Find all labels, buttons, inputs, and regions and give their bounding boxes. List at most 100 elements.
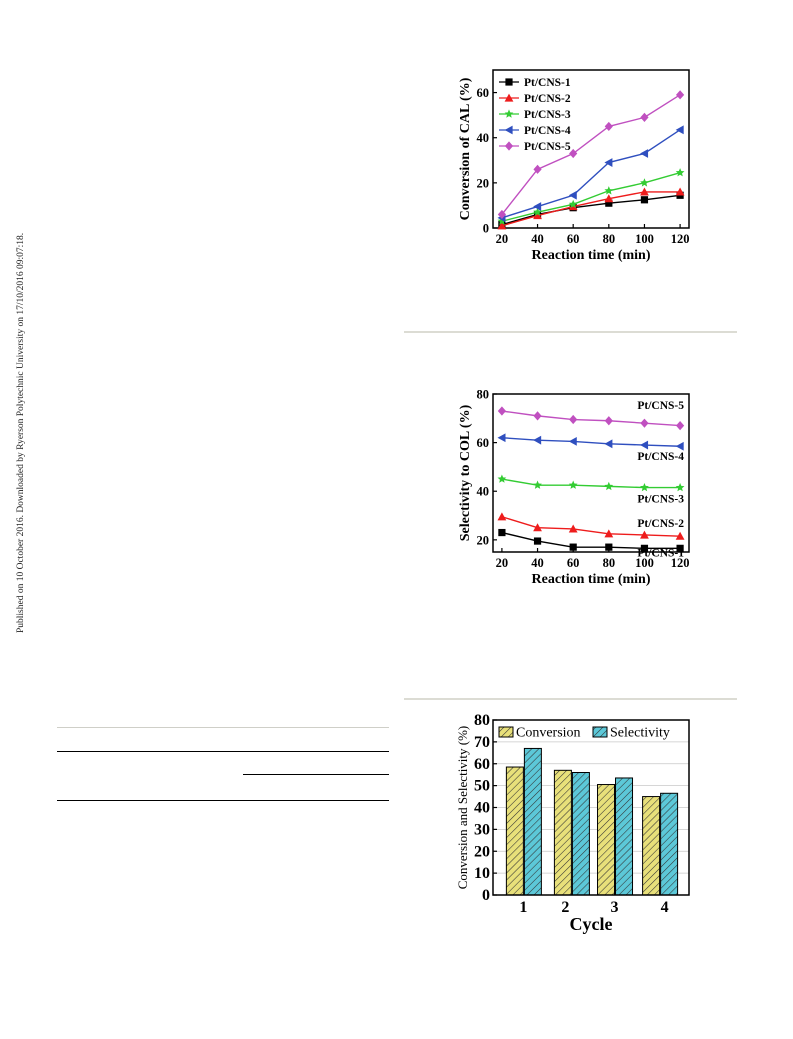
data-point bbox=[568, 480, 578, 489]
data-point bbox=[640, 112, 649, 122]
x-tick-label: 100 bbox=[635, 232, 654, 246]
data-point bbox=[498, 528, 506, 537]
x-axis-label: Reaction time (min) bbox=[532, 572, 651, 587]
y-tick-label: 40 bbox=[474, 800, 490, 817]
x-tick-label: 20 bbox=[496, 556, 509, 570]
data-point bbox=[569, 543, 577, 551]
data-point bbox=[605, 199, 613, 207]
data-point bbox=[568, 199, 578, 209]
data-point bbox=[533, 523, 542, 532]
data-point bbox=[640, 418, 649, 428]
series-label: Pt/CNS-2 bbox=[637, 518, 684, 530]
bar-conversion bbox=[505, 766, 524, 896]
series-pt-cns-3 bbox=[497, 168, 685, 225]
data-point bbox=[675, 125, 684, 135]
data-point bbox=[675, 90, 685, 100]
data-point bbox=[675, 421, 685, 431]
series-pt-cns-1 bbox=[498, 528, 684, 552]
table-top-rule bbox=[57, 727, 389, 728]
series-line bbox=[501, 194, 681, 226]
series-label: Pt/CNS-3 bbox=[637, 494, 684, 506]
plot-frame bbox=[492, 69, 690, 229]
data-point bbox=[569, 414, 578, 425]
data-point bbox=[533, 211, 542, 220]
legend-swatch bbox=[592, 726, 608, 738]
data-point bbox=[604, 416, 613, 426]
y-tick-label: 20 bbox=[474, 843, 490, 860]
x-tick-label: 100 bbox=[635, 556, 654, 570]
series-line bbox=[501, 94, 681, 215]
chart-selectivity: 20 40 60 80 100 120 20 40 60 80 Reaction time (min… bbox=[455, 386, 695, 596]
data-point bbox=[640, 178, 649, 187]
table-subheader-rule bbox=[243, 774, 389, 775]
publication-sidebar: Published on 10 October 2016. Downloaded… bbox=[0, 0, 30, 1039]
bar-conversion bbox=[642, 796, 661, 896]
legend-label: Pt/CNS-3 bbox=[524, 109, 571, 121]
data-point bbox=[533, 202, 542, 211]
legend-marker bbox=[504, 141, 514, 151]
chart-selectivity-svg: 20 40 60 80 100 120 20 40 60 80 Reaction time (min… bbox=[458, 388, 690, 587]
legend-marker bbox=[504, 109, 514, 118]
series-pt-cns-4 bbox=[497, 433, 684, 451]
y-tick-label: 80 bbox=[474, 712, 490, 729]
x-axis-label: Cycle bbox=[570, 914, 613, 934]
data-point bbox=[604, 186, 614, 195]
y-tick-label: 50 bbox=[474, 778, 490, 795]
data-point bbox=[675, 168, 685, 177]
y-tick-label: 80 bbox=[477, 388, 490, 402]
plot-frame bbox=[492, 393, 690, 553]
data-point bbox=[568, 524, 578, 533]
data-point bbox=[640, 187, 649, 196]
x-tick-label: 60 bbox=[567, 556, 580, 570]
data-point bbox=[533, 480, 542, 489]
y-tick-label: 30 bbox=[474, 821, 490, 838]
legend-marker bbox=[505, 78, 513, 86]
figure-divider-1 bbox=[404, 331, 737, 333]
data-point bbox=[604, 194, 614, 203]
data-point bbox=[604, 439, 613, 449]
data-point bbox=[675, 441, 684, 451]
bar-conversion bbox=[553, 769, 572, 896]
y-tick-label: 60 bbox=[474, 756, 490, 773]
data-point bbox=[533, 537, 542, 545]
y-tick-label: 60 bbox=[477, 86, 490, 100]
series-label: Pt/CNS-4 bbox=[637, 451, 684, 463]
y-axis-label: Conversion of CAL (%) bbox=[458, 77, 473, 220]
data-point bbox=[640, 149, 649, 158]
y-tick-label: 40 bbox=[477, 131, 490, 145]
data-point bbox=[533, 207, 542, 216]
x-tick-label: 120 bbox=[671, 232, 690, 246]
data-point bbox=[676, 544, 684, 552]
data-point bbox=[497, 512, 507, 521]
data-point bbox=[568, 437, 577, 446]
series-line bbox=[501, 410, 681, 427]
y-tick-label: 70 bbox=[474, 734, 490, 751]
data-point bbox=[497, 406, 507, 416]
data-point bbox=[640, 482, 649, 492]
data-point bbox=[497, 433, 506, 443]
x-tick-label: 3 bbox=[611, 899, 619, 916]
series-line bbox=[501, 437, 681, 447]
y-tick-label: 10 bbox=[474, 865, 490, 882]
table-body-rule bbox=[57, 800, 389, 801]
chart-conversion: 20 40 60 80 100 120 0 20 40 60 Reaction time (min)… bbox=[455, 62, 695, 272]
data-point bbox=[640, 440, 649, 450]
series-line bbox=[501, 516, 681, 537]
legend-swatch bbox=[498, 726, 514, 738]
legend-marker bbox=[504, 93, 514, 102]
y-axis-label: Conversion and Selectivity (%) bbox=[455, 726, 470, 890]
data-point bbox=[533, 411, 542, 421]
x-tick-label: 40 bbox=[531, 556, 544, 570]
series-line bbox=[501, 531, 681, 550]
legend-marker bbox=[504, 125, 513, 135]
x-tick-label: 40 bbox=[531, 232, 544, 246]
bar-selectivity bbox=[615, 777, 634, 896]
series-label: Pt/CNS-5 bbox=[637, 400, 684, 412]
chart-conversion-svg: 20 40 60 80 100 120 0 20 40 60 Reaction time (min)… bbox=[458, 69, 690, 263]
data-point bbox=[497, 221, 507, 230]
data-point bbox=[604, 121, 613, 132]
x-tick-label: 4 bbox=[661, 899, 669, 916]
x-tick-label: 80 bbox=[603, 556, 616, 570]
y-tick-label: 60 bbox=[477, 436, 490, 450]
